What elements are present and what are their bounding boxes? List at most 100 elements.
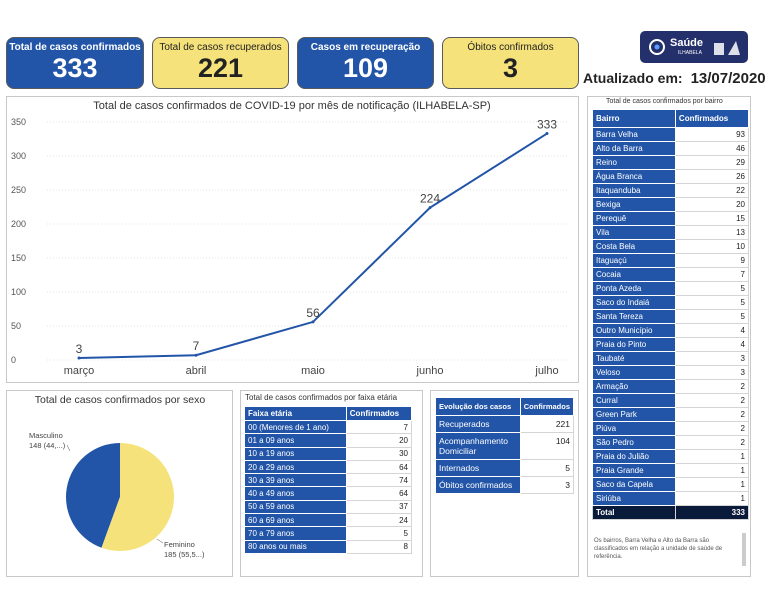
bairro-row[interactable]: Saco da Capela 1 — [592, 477, 750, 492]
bairro-label: Saco da Capela — [592, 477, 676, 492]
bairro-row[interactable]: Taubaté 3 — [592, 351, 750, 366]
evo-row[interactable]: Internados 5 — [435, 459, 575, 477]
bairro-label: Alto da Barra — [592, 141, 676, 156]
bairro-count: 20 — [674, 197, 750, 212]
evo-row[interactable]: Recuperados 221 — [435, 415, 575, 433]
note-scrollbar[interactable] — [742, 533, 746, 566]
bairro-count: 5 — [674, 295, 750, 310]
bairro-row[interactable]: Saco do Indaiá 5 — [592, 295, 750, 310]
y-tick-label: 200 — [11, 219, 26, 229]
evolucao-table[interactable]: Evolução dos casos Confirmados Recuperad… — [435, 397, 575, 494]
faixa-row[interactable]: 20 a 29 anos 64 — [244, 459, 413, 475]
bairro-count: 29 — [674, 155, 750, 170]
kpi-em-recuperacao[interactable]: Casos em recuperação 109 — [297, 37, 434, 89]
faixa-row[interactable]: 80 anos ou mais 8 — [244, 539, 413, 554]
evo-header-label[interactable]: Evolução dos casos — [435, 397, 521, 416]
bairro-count: 3 — [674, 365, 750, 380]
bairro-row[interactable]: Água Branca 26 — [592, 169, 750, 184]
faixa-header-count[interactable]: Confirmados — [345, 406, 413, 421]
bairro-row[interactable]: Outro Município 4 — [592, 323, 750, 338]
faixa-title: Total de casos confirmados por faixa etá… — [245, 393, 398, 402]
line-point[interactable] — [545, 132, 549, 136]
bairro-panel[interactable]: Total de casos confirmados por bairro Ba… — [587, 96, 751, 577]
bairro-row[interactable]: Armação 2 — [592, 379, 750, 394]
faixa-row[interactable]: 10 a 19 anos 30 — [244, 446, 413, 461]
bairro-row[interactable]: Praia do Julião 1 — [592, 449, 750, 464]
faixa-count: 20 — [345, 433, 413, 448]
bairro-row[interactable]: Veloso 3 — [592, 365, 750, 380]
bairro-row[interactable]: Reino 29 — [592, 155, 750, 170]
pie-chart-panel[interactable]: Total de casos confirmados por sexo Mascu… — [6, 390, 233, 577]
bairro-table[interactable]: Bairro Confirmados Barra Velha 93 Alto da … — [592, 109, 750, 520]
line-chart-title: Total de casos confirmados de COVID-19 p… — [93, 100, 490, 112]
bairro-row[interactable]: Bexiga 20 — [592, 197, 750, 212]
faixa-row[interactable]: 70 a 79 anos 5 — [244, 526, 413, 541]
line-chart-panel[interactable]: Total de casos confirmados de COVID-19 p… — [6, 96, 579, 383]
faixa-row[interactable]: 60 a 69 anos 24 — [244, 513, 413, 528]
bairro-row[interactable]: Itaguaçú 9 — [592, 253, 750, 268]
bairro-row[interactable]: Green Park 2 — [592, 407, 750, 422]
kpi-total-confirmados[interactable]: Total de casos confirmados 333 — [6, 37, 144, 89]
y-tick-label: 0 — [11, 355, 16, 365]
evolucao-panel[interactable]: Evolução dos casos Confirmados Recuperad… — [430, 390, 579, 577]
faixa-count: 30 — [345, 446, 413, 461]
faixa-label: 20 a 29 anos — [244, 459, 347, 475]
line-point[interactable] — [77, 356, 81, 360]
bairro-label: Ponta Azeda — [592, 281, 676, 296]
bairro-row[interactable]: Santa Tereza 5 — [592, 309, 750, 324]
faixa-row[interactable]: 00 (Menores de 1 ano) 7 — [244, 419, 413, 435]
line-point[interactable] — [311, 320, 315, 324]
line-point[interactable] — [194, 353, 198, 357]
bairro-row[interactable]: Ponta Azeda 5 — [592, 281, 750, 296]
bairro-row[interactable]: Alto da Barra 46 — [592, 141, 750, 156]
bairro-count: 13 — [674, 225, 750, 240]
bairro-header-count[interactable]: Confirmados — [674, 109, 750, 128]
bairro-label: Cocaia — [592, 267, 676, 282]
bairro-row[interactable]: Curral 2 — [592, 393, 750, 408]
kpi-total-recuperados[interactable]: Total de casos recuperados 221 — [152, 37, 289, 89]
bairro-row[interactable]: Praia do Pinto 4 — [592, 337, 750, 352]
bairro-total-row[interactable]: Total 333 — [592, 505, 750, 520]
faixa-table[interactable]: Faixa etária Confirmados 00 (Menores de … — [244, 406, 413, 554]
logo-icon — [649, 39, 740, 55]
faixa-count: 24 — [345, 513, 413, 528]
pie-chart[interactable]: Total de casos confirmados por sexo Mascu… — [7, 391, 232, 576]
y-tick-label: 100 — [11, 287, 26, 297]
bairro-label: Itaguaçú — [592, 253, 676, 268]
bairro-row[interactable]: Siriúba 1 — [592, 491, 750, 506]
evo-row[interactable]: Acompanhamento Domiciliar 104 — [435, 432, 575, 460]
updated-date: Atualizado em: 13/07/2020 — [583, 70, 766, 87]
bairro-row[interactable]: Vila 13 — [592, 225, 750, 240]
bairro-total-value: 333 — [674, 505, 750, 520]
bairro-label: Barra Velha — [592, 127, 676, 142]
bairro-row[interactable]: Cocaia 7 — [592, 267, 750, 282]
bairro-row[interactable]: Itaquanduba 22 — [592, 183, 750, 198]
faixa-row[interactable]: 50 a 59 anos 37 — [244, 499, 413, 515]
faixa-row[interactable]: 01 a 09 anos 20 — [244, 433, 413, 448]
bairro-row[interactable]: Praia Grande 1 — [592, 463, 750, 478]
kpi-obitos[interactable]: Óbitos confirmados 3 — [442, 37, 579, 89]
faixa-row[interactable]: 30 a 39 anos 74 — [244, 473, 413, 488]
bairro-count: 2 — [674, 407, 750, 422]
faixa-count: 7 — [345, 419, 413, 435]
bairro-label: Outro Município — [592, 323, 676, 338]
evo-row[interactable]: Óbitos confirmados 3 — [435, 476, 575, 494]
pie-slice[interactable] — [65, 443, 120, 548]
line-series[interactable] — [78, 132, 548, 359]
line-chart[interactable]: Total de casos confirmados de COVID-19 p… — [7, 97, 578, 382]
bairro-header-label[interactable]: Bairro — [592, 109, 676, 128]
bairro-row[interactable]: Piúva 2 — [592, 421, 750, 436]
bairro-row[interactable]: Barra Velha 93 — [592, 127, 750, 142]
bairro-count: 1 — [674, 463, 750, 478]
bairro-row[interactable]: Costa Bela 10 — [592, 239, 750, 254]
faixa-header-label[interactable]: Faixa etária — [244, 406, 347, 421]
pie-slice[interactable] — [101, 443, 174, 551]
line-point[interactable] — [428, 206, 432, 210]
bairro-row[interactable]: Perequê 15 — [592, 211, 750, 226]
evo-header-count[interactable]: Confirmados — [519, 397, 575, 416]
faixa-row[interactable]: 40 a 49 anos 64 — [244, 486, 413, 501]
pie-detail: 185 (55,5...) — [164, 550, 205, 559]
bairro-row[interactable]: São Pedro 2 — [592, 435, 750, 450]
faixa-etaria-panel[interactable]: Total de casos confirmados por faixa etá… — [240, 390, 423, 577]
